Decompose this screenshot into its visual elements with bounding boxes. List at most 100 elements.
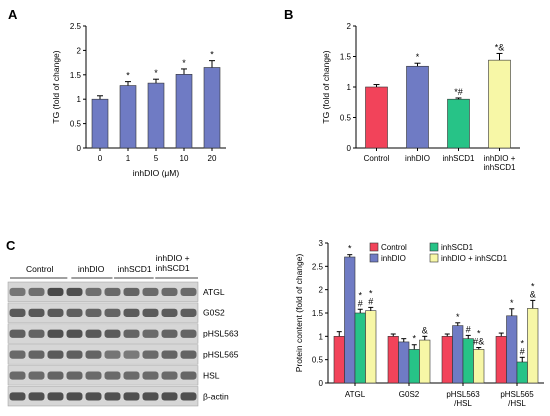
blot-band — [47, 308, 64, 317]
chart-b-significance: *# — [454, 87, 463, 97]
chart-c-legend-swatch — [369, 253, 379, 263]
chart-a-y-tick-label: 0.5 — [70, 120, 82, 129]
chart-b-y-tick-label: 1.5 — [340, 53, 352, 62]
blot-band — [9, 392, 26, 401]
chart-c-legend-swatch — [429, 253, 439, 263]
blot-lane-label: inhDIO — [78, 264, 105, 274]
blot-strip — [7, 281, 199, 302]
chart-c-legend-label: Control — [381, 243, 407, 252]
blot-band — [66, 371, 83, 380]
chart-c-bar — [354, 312, 366, 384]
chart-c-y-tick-label: 3 — [319, 239, 324, 248]
chart-c-significance: # — [520, 346, 525, 356]
chart-b-bar — [447, 98, 470, 149]
chart-b-bar — [365, 86, 388, 149]
blot-band — [47, 350, 64, 359]
chart-b-category-label: inhSCD1 — [483, 163, 516, 172]
blot-band — [180, 350, 197, 359]
chart-c-y-tick-label: 2 — [319, 286, 324, 295]
chart-c: 00.511.522.53**#*#ATGL*&G0S2*# *#&pHSL563… — [294, 239, 544, 408]
chart-b-y-axis-label: TG (fold of change) — [321, 50, 331, 123]
blot-band — [9, 287, 26, 297]
chart-c-legend-swatch — [369, 242, 379, 252]
chart-c-y-tick-label: 1.5 — [312, 309, 324, 318]
chart-c-bar — [452, 325, 464, 384]
blot-band — [180, 287, 197, 297]
blot-band — [85, 308, 102, 317]
chart-c-bar — [462, 338, 474, 384]
blot-band — [66, 392, 83, 401]
blot-band — [47, 371, 64, 380]
chart-c-legend-label: inhDIO + inhSCD1 — [441, 254, 508, 263]
chart-a-bar — [147, 82, 165, 149]
blot-strip — [7, 344, 199, 365]
chart-b: 0 0.5 1 1.5 2 Control * inhDIO *# inhSCD1 *& inhDIO… — [321, 22, 520, 172]
chart-a-bar — [203, 67, 221, 149]
chart-c-significance: & — [422, 325, 428, 335]
chart-a-y-tick-label: 0 — [77, 144, 82, 153]
chart-a-y-tick-label: 1.5 — [70, 71, 82, 80]
blot-band — [123, 308, 140, 317]
chart-a-significance: * — [154, 68, 158, 78]
chart-c-legend-label: inhSCD1 — [441, 243, 474, 252]
chart-c-bar — [365, 310, 377, 384]
blot-strip — [7, 323, 199, 344]
chart-a-category-label: 1 — [126, 154, 131, 163]
chart-c-bar — [527, 308, 539, 384]
chart-b-bar — [406, 65, 429, 149]
blot-band — [28, 371, 45, 380]
blot-band — [161, 350, 178, 359]
chart-a-category-label: 5 — [154, 154, 159, 163]
blot-band — [85, 287, 102, 297]
blot-band — [161, 287, 178, 297]
chart-c-significance: # — [368, 296, 373, 306]
chart-b-category-label: inhDIO + — [484, 154, 516, 163]
blot-band — [123, 371, 140, 380]
chart-c-bar — [419, 339, 431, 384]
blot-band-label: HSL — [203, 370, 220, 380]
blot-band — [161, 308, 178, 317]
blot-band — [66, 329, 83, 338]
chart-c-bar — [333, 336, 345, 384]
chart-c-category-label: ATGL — [345, 390, 366, 399]
chart-a-category-label: 20 — [208, 154, 217, 163]
blot-lane-label: inhSCD1 — [118, 264, 152, 274]
blot-band-label: pHSL563 — [203, 329, 239, 339]
chart-c-significance: * — [531, 281, 535, 291]
chart-a-y-tick-label: 2 — [77, 46, 82, 55]
chart-c-significance: * — [520, 338, 524, 348]
chart-c-bar — [387, 336, 399, 384]
blot-band — [9, 308, 26, 317]
chart-a-y-axis-label: TG (fold of change) — [51, 50, 61, 123]
blot-band — [28, 392, 45, 401]
chart-c-significance: #& — [473, 337, 484, 347]
blot-band — [28, 287, 45, 297]
chart-c-significance: * — [358, 290, 362, 300]
blot-band — [85, 329, 102, 338]
chart-a-y-tick-label: 2.5 — [70, 22, 82, 31]
blot-band — [9, 350, 26, 359]
blot-band — [142, 287, 159, 297]
blot-band — [142, 371, 159, 380]
chart-c-legend-swatch — [429, 242, 439, 252]
blot-band — [28, 350, 45, 359]
chart-c-significance: & — [530, 289, 536, 299]
chart-c-significance: # — [358, 298, 363, 308]
chart-b-significance: *& — [495, 42, 505, 52]
chart-c-significance: * — [510, 298, 514, 308]
blot-band — [104, 308, 121, 317]
panel-label-c: C — [6, 238, 16, 253]
chart-b-category-label: inhSCD1 — [442, 154, 475, 163]
blot-strip — [7, 365, 199, 386]
chart-c-bar — [408, 349, 420, 384]
chart-c-bar — [473, 349, 485, 384]
chart-c-legend-label: inhDIO — [381, 254, 406, 263]
chart-c-bar — [495, 336, 507, 384]
chart-a-y-tick-label: 1 — [77, 95, 82, 104]
blot-band — [123, 287, 140, 297]
chart-a-significance: * — [210, 50, 214, 60]
chart-c-bar — [441, 336, 453, 384]
blot-band — [104, 329, 121, 338]
